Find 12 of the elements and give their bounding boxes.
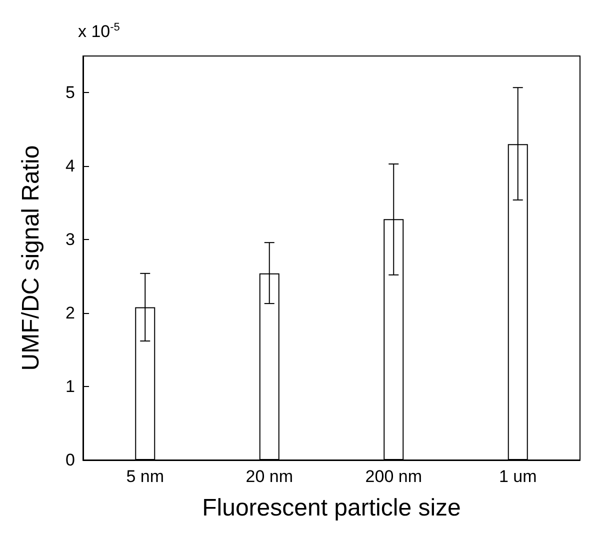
x-tick-label: 200 nm [365,467,422,486]
y-axis-title: UMF/DC signal Ratio [18,145,44,371]
x-tick-label: 20 nm [246,467,293,486]
x-tick-label: 1 um [498,467,537,486]
y-tick-label: 0 [66,450,75,470]
y-tick-label: 5 [66,83,75,102]
y-tick-label: 3 [66,230,75,250]
y-tick-label: 2 [66,304,75,323]
x-tick-label: 5 nm [126,467,164,486]
x-axis-title: Fluorescent particle size [202,494,461,522]
y-tick-label: 1 [66,377,75,396]
y-tick-label: 4 [66,156,75,176]
